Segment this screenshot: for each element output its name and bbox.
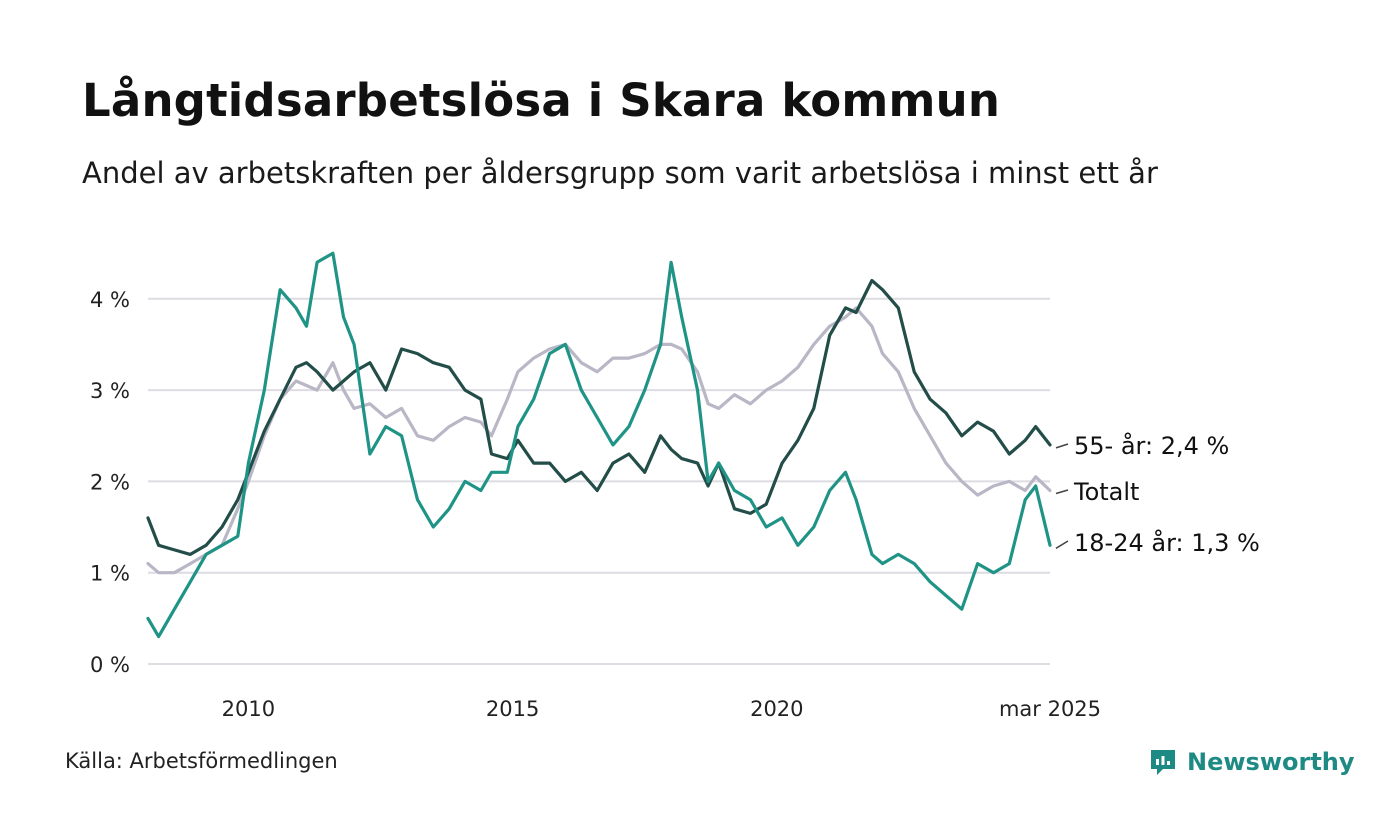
x-tick-label: mar 2025 xyxy=(999,697,1101,721)
end-label-age1824: 18-24 år: 1,3 % xyxy=(1074,528,1260,557)
source-note: Källa: Arbetsförmedlingen xyxy=(65,749,338,773)
y-tick-label: 3 % xyxy=(90,379,130,403)
series-line-totalt xyxy=(146,306,1052,575)
x-tick-label: 2020 xyxy=(750,697,803,721)
label-leader xyxy=(1055,489,1069,495)
x-tick-label: 2010 xyxy=(222,697,275,721)
label-leader xyxy=(1055,443,1069,449)
y-tick-label: 1 % xyxy=(90,562,130,586)
brand-name: Newsworthy xyxy=(1187,748,1355,776)
end-label-totalt: Totalt xyxy=(1073,478,1139,506)
y-tick-label: 4 % xyxy=(90,288,130,312)
series-line-age1824 xyxy=(146,251,1052,639)
end-label-age55: 55- år: 2,4 % xyxy=(1074,431,1229,460)
newsworthy-logo-icon xyxy=(1151,750,1175,775)
y-tick-label: 2 % xyxy=(90,470,130,494)
x-tick-label: 2015 xyxy=(486,697,539,721)
series-line-age55 xyxy=(146,278,1052,557)
chart-subtitle: Andel av arbetskraften per åldersgrupp s… xyxy=(82,156,1158,190)
chart-title: Långtidsarbetslösa i Skara kommun xyxy=(82,74,1001,127)
y-tick-label: 0 % xyxy=(90,653,130,677)
label-leader xyxy=(1055,540,1069,549)
newsworthy-brand[interactable]: Newsworthy xyxy=(1148,742,1355,782)
